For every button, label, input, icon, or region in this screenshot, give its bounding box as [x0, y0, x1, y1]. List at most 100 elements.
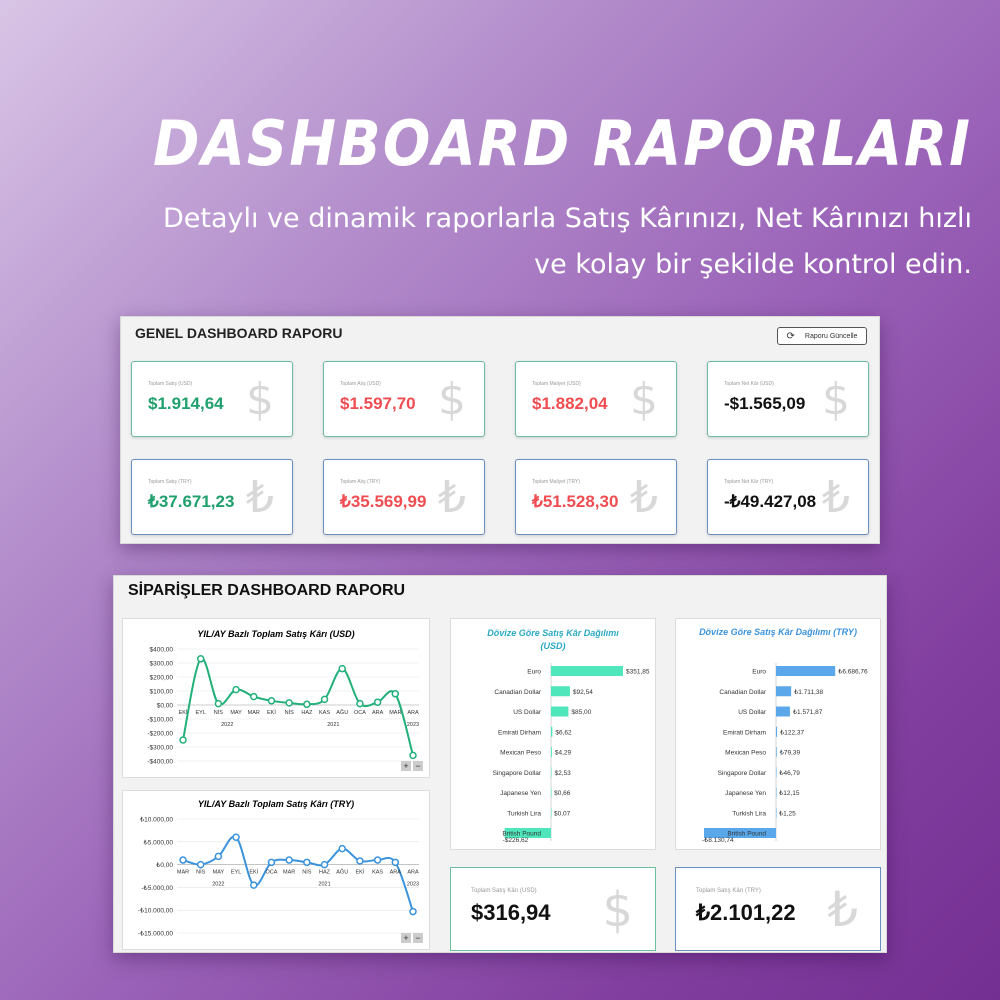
data-point[interactable]	[196, 860, 205, 869]
data-point[interactable]	[391, 858, 400, 867]
bar[interactable]	[776, 767, 777, 778]
bar[interactable]	[704, 828, 776, 838]
data-point[interactable]	[179, 736, 187, 744]
x-tick-label: EYL	[231, 870, 241, 876]
data-point[interactable]	[214, 852, 223, 861]
kpi-value: $1.597,70	[340, 394, 416, 413]
y-tick-label: ₺10.000,00	[140, 816, 173, 824]
category-label: Emirati Dirham	[723, 729, 766, 736]
y-tick-label: ₺5.000,00	[144, 838, 174, 846]
value-label: -$226,62	[503, 837, 529, 844]
category-label: Turkish Lira	[732, 810, 766, 817]
data-point[interactable]	[232, 833, 240, 841]
x-tick-label: MAR	[283, 870, 295, 876]
data-point[interactable]	[285, 699, 293, 707]
lira-icon: ₺	[827, 882, 858, 938]
bar[interactable]	[776, 706, 790, 717]
bar[interactable]	[551, 787, 552, 798]
data-point[interactable]	[250, 692, 258, 701]
category-label: British Pound	[502, 831, 541, 838]
try-bar-chart-title: Dövize Göre Satış Kâr Dağılımı (TRY)	[699, 627, 857, 637]
data-point[interactable]	[320, 695, 329, 704]
data-point[interactable]	[320, 860, 329, 869]
x-tick-label: HAZ	[301, 710, 313, 716]
zoom-in-button[interactable]: +	[401, 933, 411, 943]
orders-dashboard-title: SİPARİŞLER DASHBOARD RAPORU	[128, 582, 406, 599]
dollar-icon: $	[630, 374, 658, 425]
bar[interactable]	[776, 726, 778, 737]
bar[interactable]	[504, 828, 551, 838]
data-point[interactable]	[214, 699, 223, 708]
kpi-card: Toplam Satış (USD) $1.914,64 $	[131, 361, 293, 437]
value-label: ₺79,39	[780, 749, 801, 757]
refresh-icon: ⟳	[786, 330, 795, 342]
y-tick-label: -₺5.000,00	[141, 884, 173, 892]
category-label: Turkish Lira	[507, 810, 541, 817]
y-tick-label: -$100,00	[147, 717, 173, 724]
category-label: Singapore Dollar	[718, 770, 767, 777]
data-point[interactable]	[232, 685, 240, 694]
x-tick-label: NİS	[285, 709, 295, 716]
data-point[interactable]	[267, 858, 276, 867]
bar[interactable]	[551, 807, 552, 818]
data-point[interactable]	[267, 697, 276, 705]
bar[interactable]	[551, 747, 552, 757]
data-point[interactable]	[285, 856, 293, 864]
value-label: $85,00	[571, 709, 591, 716]
data-point[interactable]	[338, 844, 346, 853]
value-label: $0,66	[554, 790, 571, 797]
x-tick-label: ARA	[407, 870, 419, 876]
category-label: Singapore Dollar	[493, 770, 542, 777]
kpi-label: Toplam Alış (USD)	[340, 381, 381, 387]
bar[interactable]	[551, 767, 552, 778]
x-tick-label: EKİ	[249, 869, 258, 876]
kpi-card: Toplam Satış (TRY) ₺37.671,23 ₺	[131, 459, 293, 535]
bar[interactable]	[551, 726, 553, 737]
data-point[interactable]	[303, 858, 311, 867]
bar[interactable]	[776, 787, 777, 798]
general-dashboard-panel: GENEL DASHBOARD RAPORU ⟳ Raporu Güncelle…	[120, 316, 880, 544]
x-tick-label: NİS	[196, 869, 206, 876]
bar[interactable]	[776, 807, 777, 818]
refresh-report-button[interactable]: ⟳ Raporu Güncelle	[777, 327, 867, 345]
data-point[interactable]	[373, 698, 382, 706]
category-label: Japanese Yen	[725, 790, 766, 797]
data-point[interactable]	[196, 655, 205, 663]
refresh-report-label: Raporu Güncelle	[804, 332, 858, 340]
y-tick-label: -₺10.000,00	[138, 907, 174, 915]
data-point[interactable]	[391, 690, 400, 698]
data-point[interactable]	[250, 881, 258, 889]
value-label: ₺1,25	[779, 809, 796, 817]
zoom-in-button[interactable]: +	[401, 761, 411, 771]
bar[interactable]	[551, 686, 570, 697]
data-point[interactable]	[409, 751, 417, 760]
bar[interactable]	[776, 686, 792, 697]
zoom-out-button[interactable]: −	[413, 933, 423, 943]
bar[interactable]	[776, 747, 777, 757]
usd-bar-chart-title: Dövize Göre Satış Kâr Dağılımı (USD)	[487, 628, 619, 651]
data-point[interactable]	[179, 856, 187, 864]
zoom-out-button[interactable]: −	[413, 761, 423, 771]
value-label: $92,54	[573, 689, 593, 696]
kpi-card: Toplam Net Kâr (TRY) -₺49.427,08 ₺	[707, 459, 869, 535]
data-point[interactable]	[303, 700, 311, 709]
usd-line-chart-box: YIL/AY Bazlı Toplam Satış Kârı (USD) $40…	[122, 618, 430, 778]
year-label: 2021	[318, 882, 330, 888]
lira-icon: ₺	[246, 472, 274, 523]
usd-line-chart: $400,00 $300,00 $200,00 $100,00 $0,00 -$100,0…	[147, 647, 419, 766]
data-point[interactable]	[373, 856, 382, 864]
data-point[interactable]	[356, 699, 364, 708]
bar[interactable]	[551, 666, 623, 676]
value-label: $351,85	[626, 669, 650, 676]
x-tick-label: MAR	[248, 710, 260, 716]
lira-icon: ₺	[822, 472, 850, 523]
value-label: ₺6.686,76	[838, 668, 868, 676]
bar[interactable]	[551, 706, 569, 717]
bar[interactable]	[776, 666, 836, 676]
x-tick-label: ARA	[390, 870, 402, 876]
data-point[interactable]	[338, 664, 346, 673]
usd-bar-chart: Euro $351,85 Canadian Dollar $92,54 US Dolla…	[493, 663, 650, 844]
category-label: Euro	[527, 669, 541, 676]
data-point[interactable]	[356, 857, 364, 865]
data-point[interactable]	[409, 907, 417, 916]
